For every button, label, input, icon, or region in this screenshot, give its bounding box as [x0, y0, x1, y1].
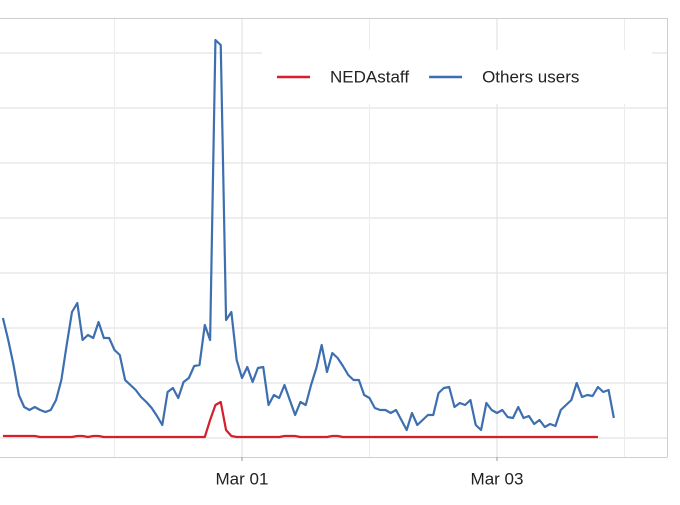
- legend-label: Others users: [482, 67, 579, 86]
- grid: [0, 18, 667, 457]
- legend-label: NEDAstaff: [330, 67, 409, 86]
- series-group: [1, 38, 615, 439]
- series-line: [1, 38, 615, 432]
- legend: NEDAstaff Others users: [262, 50, 652, 104]
- series-line: [2, 400, 598, 439]
- x-tick-label: Mar 03: [471, 469, 524, 488]
- x-tick-label: Mar 01: [216, 469, 269, 488]
